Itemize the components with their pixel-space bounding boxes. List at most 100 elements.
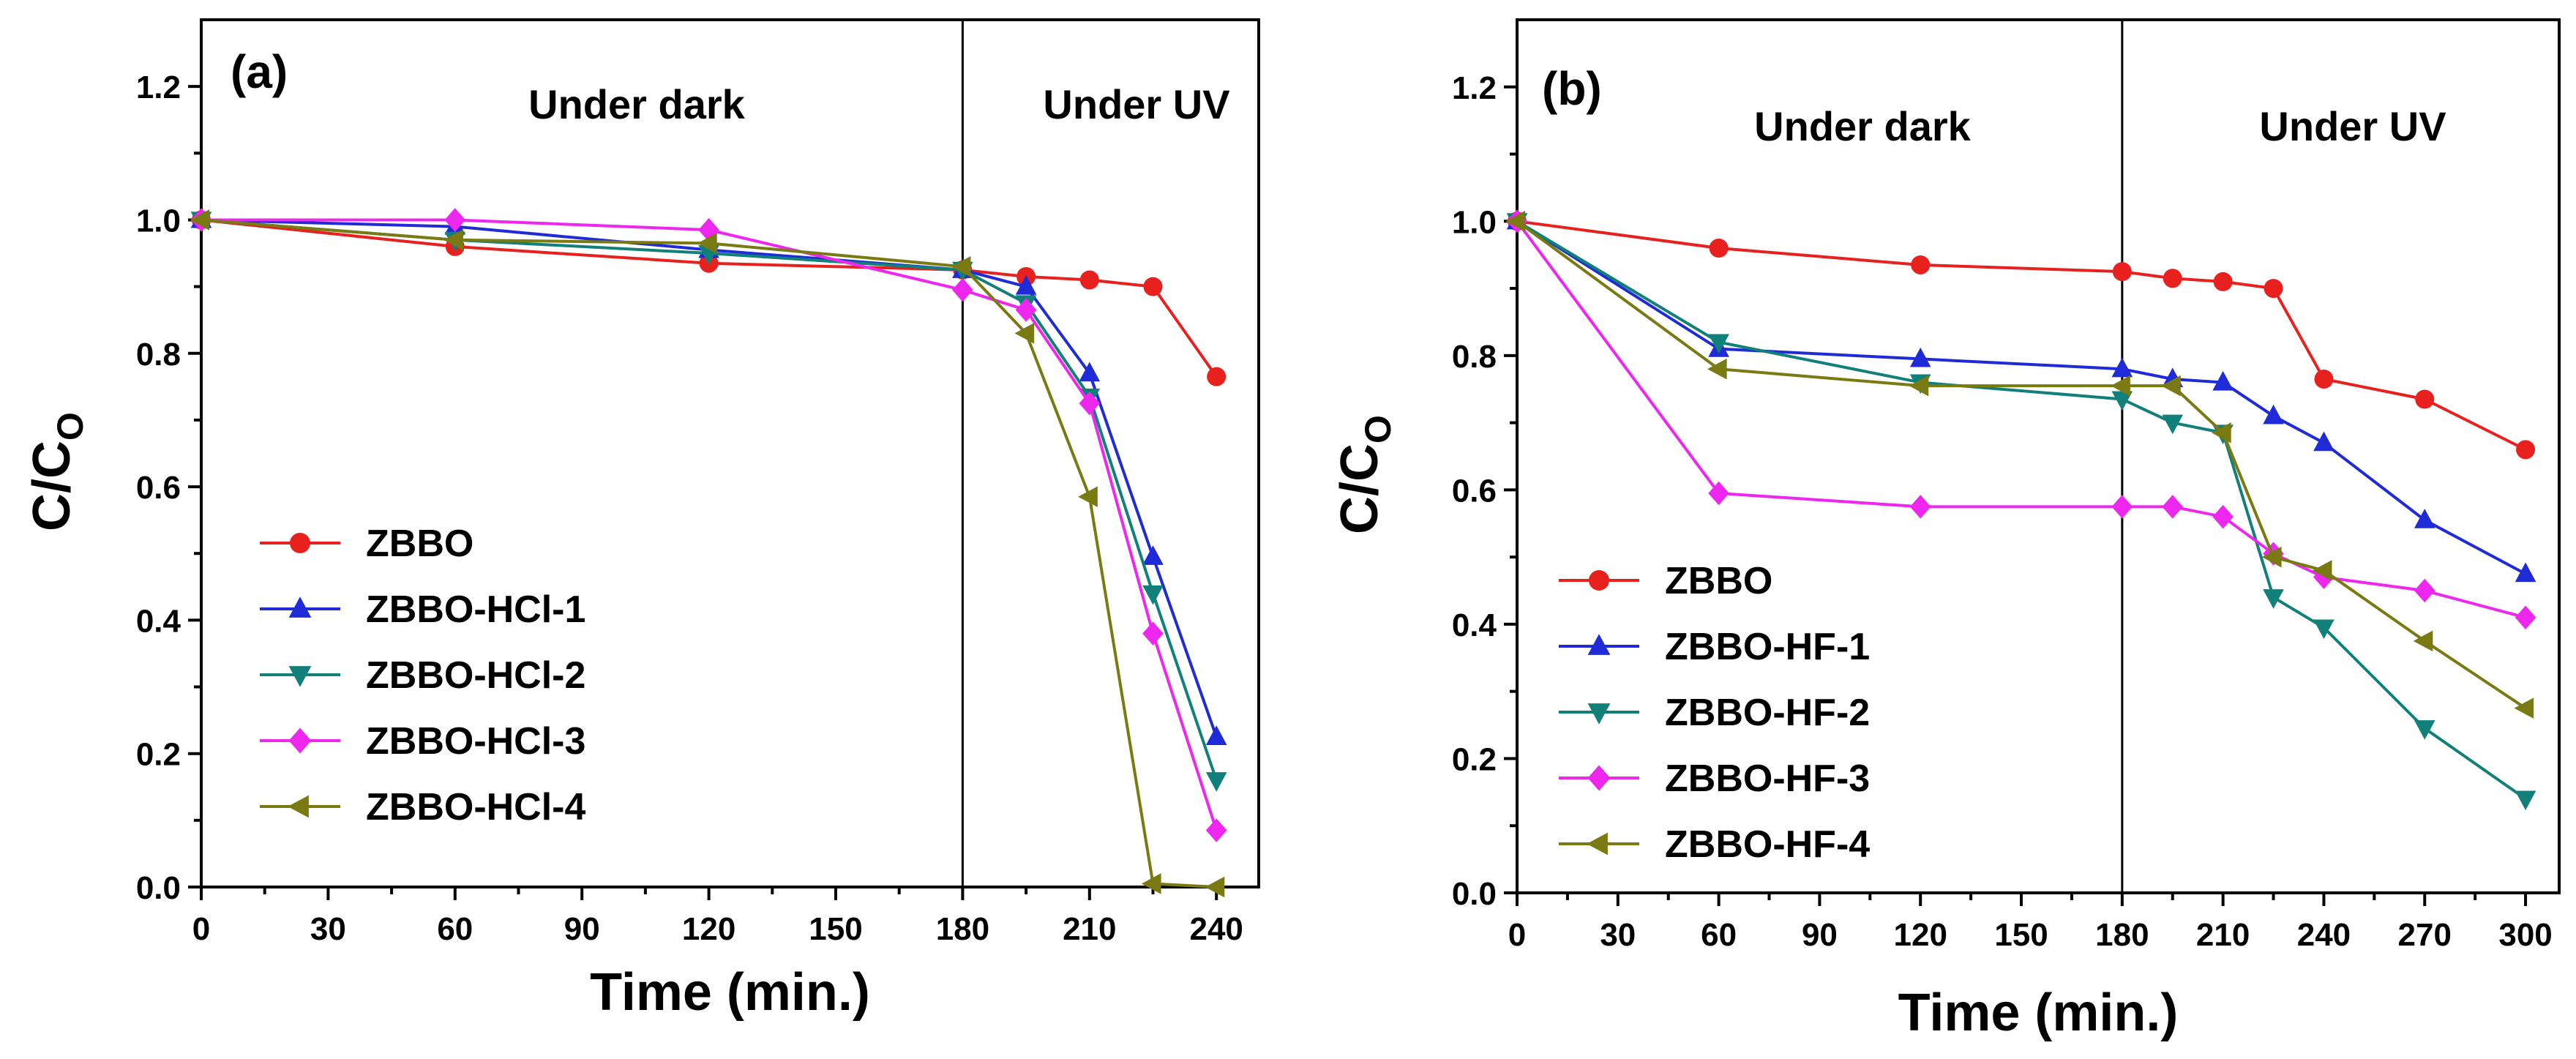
data-point — [1909, 347, 1931, 367]
legend: ZBBO ZBBO-HCl-1 ZBBO-HCl-2 ZBBO-HCl-3 ZBBO-H… — [260, 523, 586, 828]
legend-label: ZBBO-HCl-3 — [366, 720, 585, 763]
data-point — [2263, 404, 2284, 424]
y-axis-title: C/CO — [1330, 415, 1399, 534]
data-point — [1205, 725, 1227, 745]
legend-label: ZBBO-HF-4 — [1665, 823, 1870, 866]
series-line — [1516, 220, 2526, 452]
data-point — [697, 233, 717, 254]
data-point — [1079, 362, 1101, 382]
plot-frame — [200, 18, 1260, 888]
series-zbbo-hcl-4 — [190, 209, 1225, 898]
data-point — [2415, 389, 2435, 409]
data-point — [1143, 277, 1163, 296]
data-point — [2312, 560, 2332, 581]
data-point — [444, 208, 466, 232]
data-point — [1142, 545, 1164, 565]
y-tick-label: 1.2 — [1452, 70, 1497, 106]
y-tick-label: 1.0 — [136, 203, 181, 239]
data-point — [1505, 211, 1526, 232]
data-point — [1015, 275, 1037, 295]
x-tick-label: 30 — [310, 911, 346, 947]
y-tick-label: 0.8 — [1452, 339, 1497, 375]
panel-label: (a) — [231, 45, 288, 98]
data-point — [190, 209, 210, 231]
legend-label: ZBBO-HF-2 — [1665, 692, 1870, 734]
data-point — [2414, 578, 2435, 603]
data-point — [2163, 269, 2182, 288]
chart-panel-a: 0 30 60 90 120 150 180 210 240 0.0 0.2 0.4 0.6 0.8 1.0… — [23, 18, 1260, 1022]
legend-marker — [288, 727, 312, 754]
data-point — [2263, 589, 2284, 609]
series-line — [201, 218, 1217, 888]
legend-label: ZBBO-HCl-2 — [366, 654, 585, 697]
legend-marker — [1589, 570, 1609, 591]
series-line — [201, 218, 1218, 378]
data-point — [2413, 630, 2433, 652]
x-tick-label: 150 — [1994, 917, 2048, 953]
x-tick-label: 60 — [1701, 917, 1737, 953]
data-point — [2515, 562, 2536, 583]
y-tick-label: 0.6 — [136, 470, 181, 506]
series-line — [201, 218, 1218, 831]
x-tick-label: 180 — [2095, 917, 2149, 953]
legend-marker — [1587, 765, 1611, 791]
data-point — [951, 255, 971, 277]
data-point — [2264, 279, 2283, 299]
series-line — [1516, 220, 2527, 710]
annotation-under-uv: Under UV — [1043, 81, 1229, 127]
data-point — [1078, 486, 1098, 508]
data-point — [2112, 262, 2132, 282]
legend-marker — [288, 596, 312, 618]
series-zbbo-hf-4 — [1505, 211, 2534, 719]
data-point — [1142, 585, 1164, 605]
x-tick-label: 60 — [437, 911, 473, 947]
y-tick-label: 0.8 — [136, 337, 181, 373]
x-axis-title: Time (min.) — [1898, 984, 2179, 1042]
y-tick-label: 1.2 — [136, 70, 181, 105]
data-point — [2213, 272, 2233, 291]
y-tick-label: 0.0 — [136, 870, 181, 906]
x-tick-label: 90 — [1802, 917, 1838, 953]
data-point — [1707, 358, 1727, 380]
data-point — [1909, 495, 1931, 519]
data-point — [2414, 720, 2435, 740]
data-point — [2414, 509, 2435, 528]
series-zbbo-hcl-3 — [190, 208, 1227, 842]
data-point — [1911, 255, 1931, 274]
data-point — [2162, 495, 2184, 519]
data-point — [2212, 504, 2234, 529]
data-point — [2313, 431, 2334, 452]
legend-marker — [290, 533, 310, 553]
legend-label: ZBBO — [1665, 560, 1772, 602]
annotation-under-uv: Under UV — [2259, 103, 2446, 149]
data-point — [2162, 414, 2184, 435]
y-tick-label: 0.4 — [1452, 607, 1497, 643]
series-line — [1516, 220, 2526, 619]
y-tick-label: 0.2 — [136, 737, 181, 773]
data-point — [1015, 298, 1037, 322]
series-zbbo-hcl-1 — [190, 208, 1227, 745]
data-point — [2212, 370, 2234, 391]
series-line — [201, 218, 1218, 738]
series-line — [1516, 220, 2527, 575]
data-point — [1207, 367, 1227, 386]
x-axis-title: Time (min.) — [590, 963, 870, 1022]
data-point — [2111, 375, 2130, 397]
legend: ZBBO ZBBO-HF-1 ZBBO-HF-2 ZBBO-HF-3 ZBBO-HF-4 — [1559, 560, 1870, 866]
series-zbbo-hf-1 — [1506, 209, 2536, 583]
data-point — [1708, 334, 1729, 354]
data-point — [1708, 481, 1729, 506]
data-point — [1142, 621, 1164, 645]
y-tick-label: 0.6 — [1452, 473, 1497, 509]
legend-label: ZBBO — [366, 523, 473, 565]
series-line — [201, 218, 1218, 781]
y-tick-label: 0.2 — [1452, 741, 1497, 777]
data-point — [952, 277, 973, 302]
series-zbbo-hf-2 — [1506, 213, 2536, 811]
panel-label: (b) — [1542, 62, 1602, 115]
x-tick-label: 240 — [2297, 917, 2351, 953]
annotation-under-dark: Under dark — [528, 81, 745, 127]
legend-marker — [1587, 703, 1611, 725]
data-point — [2515, 605, 2536, 629]
data-point — [1079, 391, 1101, 416]
